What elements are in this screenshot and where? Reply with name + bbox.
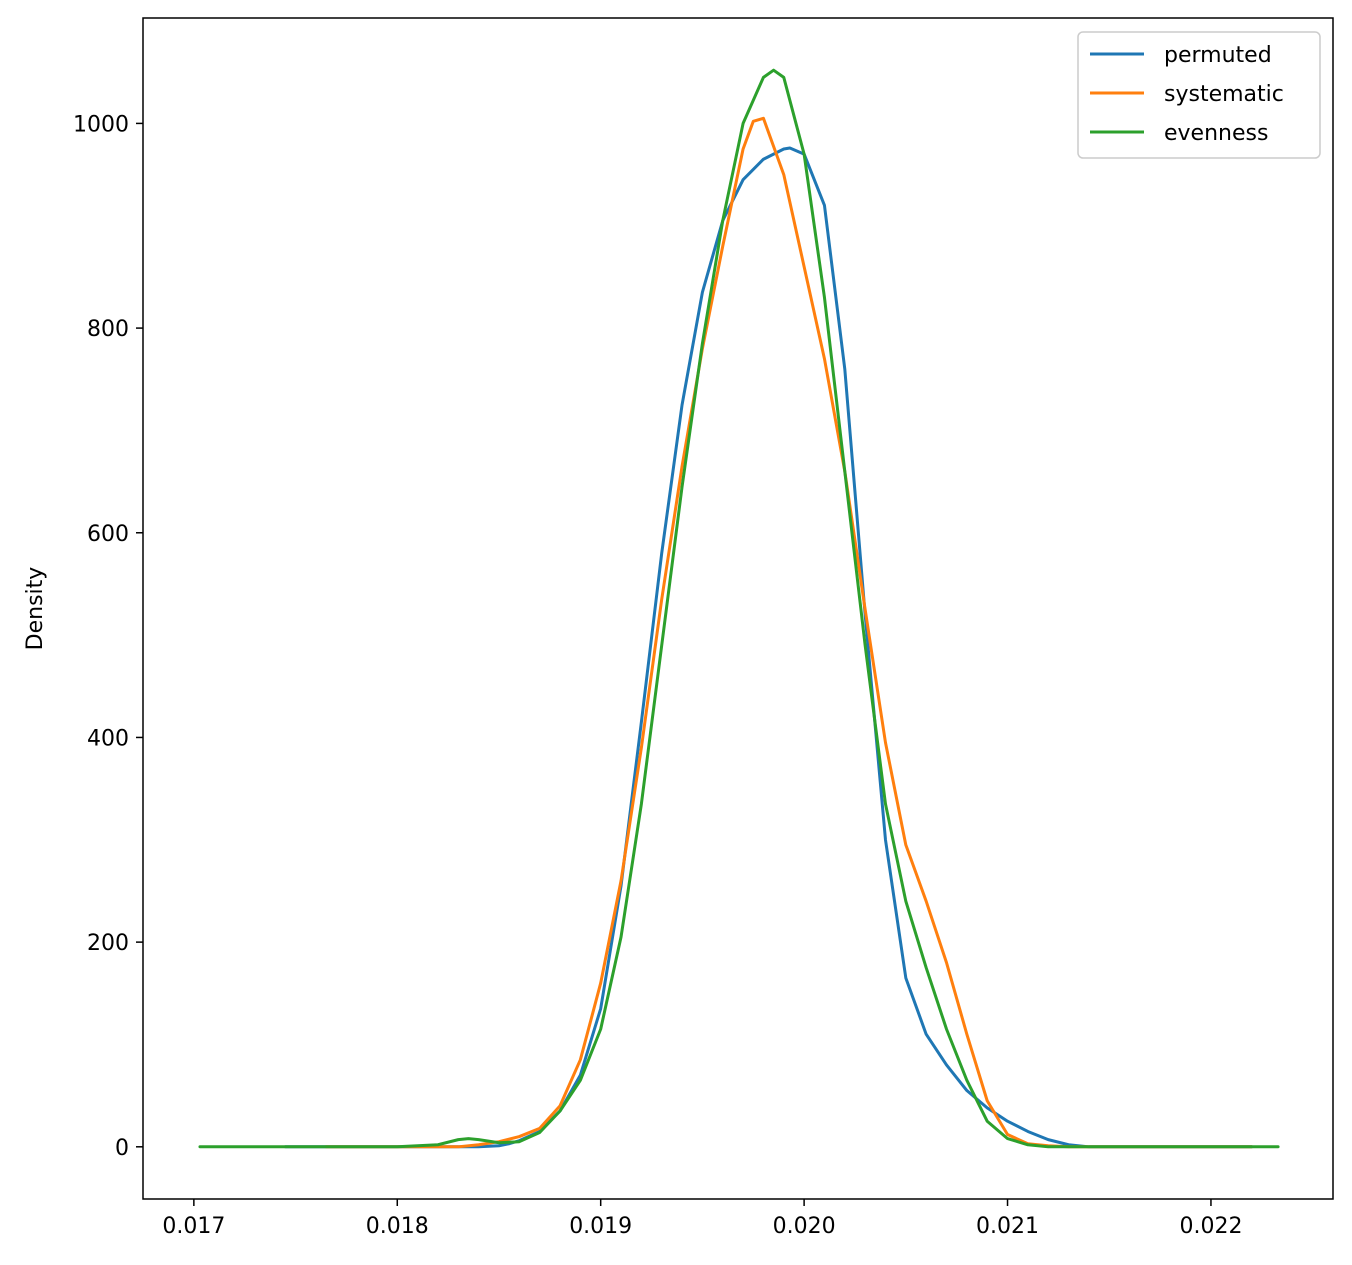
y-tick-label: 600 [87,522,129,547]
series-line-1 [324,116,1254,1149]
legend-label-0: permuted [1164,43,1272,68]
legend-label-1: systematic [1164,82,1284,107]
y-tick-label: 400 [87,726,129,751]
plot-area [198,68,1280,1149]
axes-frame [142,17,1334,1200]
x-tick-label: 0.022 [1179,1214,1242,1239]
y-tick-label: 1000 [73,112,129,137]
x-tick-label: 0.020 [773,1214,836,1239]
y-tick-label: 200 [87,931,129,956]
y-axis-label: Density [23,567,48,651]
y-tick-label: 0 [115,1136,129,1161]
x-tick-label: 0.018 [366,1214,429,1239]
x-tick-label: 0.019 [569,1214,632,1239]
y-tick-label: 800 [87,317,129,342]
legend: permuted systematic evenness [1077,31,1321,159]
x-tick-label: 0.021 [976,1214,1039,1239]
x-tick-label: 0.017 [162,1214,225,1239]
series-line-2 [198,68,1280,1149]
axes: 0.017 0.018 0.019 0.020 0.021 0.022 0 200 400 600… [73,17,1334,1239]
legend-box [1077,31,1321,159]
legend-label-2: evenness [1164,121,1268,146]
